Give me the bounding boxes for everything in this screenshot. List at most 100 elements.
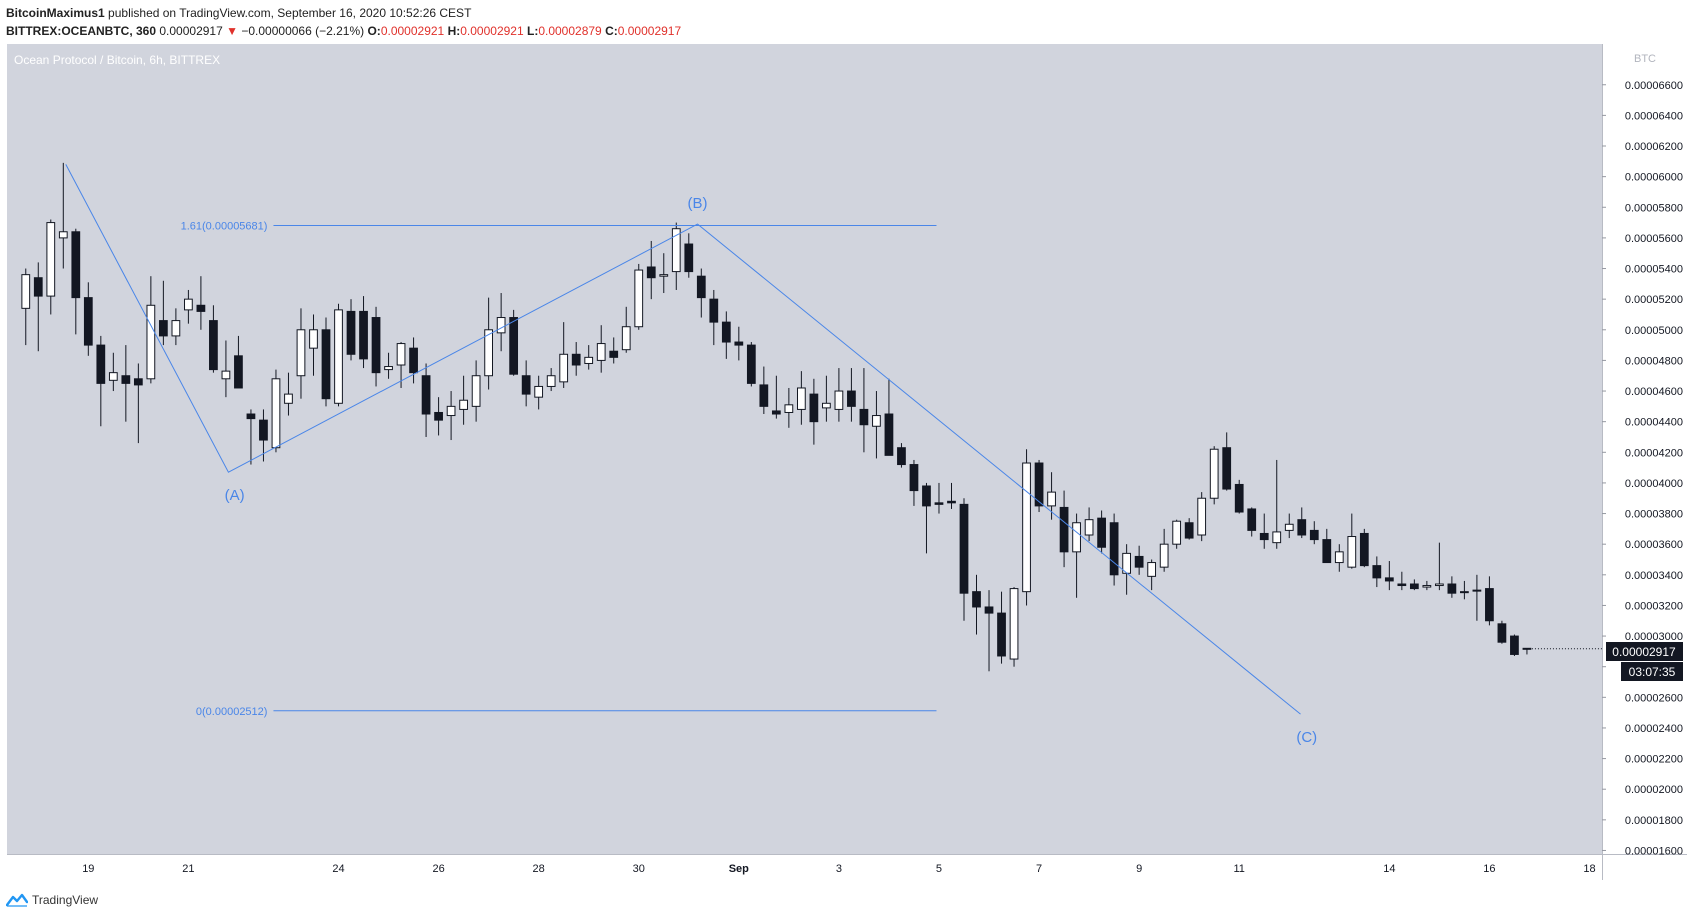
candle-up [21, 274, 31, 309]
candle-up [1022, 462, 1031, 593]
candle-up [309, 329, 318, 349]
last-price: 0.00002917 [159, 24, 223, 38]
publish-header: BitcoinMaximus1 published on TradingView… [6, 6, 471, 20]
open-label: O: [367, 24, 381, 38]
candle-down [922, 485, 931, 507]
symbol-header: BITTREX:OCEANBTC, 360 0.00002917 ▼ −0.00… [6, 24, 681, 38]
candle-down [1247, 508, 1257, 531]
x-tick-label: 3 [836, 863, 842, 875]
candle-up [534, 385, 544, 398]
y-tick-label: 0.00005200 [1625, 294, 1683, 306]
wave-label: (B) [688, 195, 708, 212]
x-tick-label: 5 [936, 863, 942, 875]
candle-up [184, 298, 193, 311]
candle-down [721, 321, 731, 343]
candle-down [1109, 522, 1119, 576]
candle-up [1159, 543, 1169, 568]
candle-down [234, 355, 243, 389]
candle-up [146, 304, 156, 380]
y-tick-label: 0.00002200 [1625, 754, 1683, 766]
candle-up [621, 326, 631, 351]
y-tick-label: 0.00006600 [1625, 80, 1683, 92]
plot-background[interactable] [7, 44, 1602, 854]
candle-down [158, 320, 168, 337]
candle-down [509, 317, 519, 375]
wave-path[interactable] [65, 164, 1301, 715]
candle-up [1347, 536, 1357, 568]
candle-up [1147, 562, 1157, 577]
candle-down [1397, 583, 1407, 587]
y-tick-label: 0.00002400 [1625, 723, 1683, 735]
candle-down [1184, 522, 1194, 539]
axis-unit: BTC [1634, 53, 1656, 65]
countdown-tag [1621, 662, 1683, 681]
candle-down [33, 277, 43, 297]
candle-down [133, 378, 143, 386]
candle-up [1460, 591, 1469, 594]
candle-up [1072, 522, 1081, 553]
candle-down [997, 612, 1006, 657]
chart-title: Ocean Protocol / Bitcoin, 6h, BITTREX [14, 53, 220, 67]
candle-down [734, 341, 744, 346]
candle-up [46, 222, 56, 297]
candle-down [1322, 539, 1332, 564]
candle-down [1034, 462, 1044, 507]
x-tick-label: 14 [1383, 863, 1395, 875]
x-tick-label: 24 [332, 863, 344, 875]
candle-up [1047, 491, 1056, 507]
x-tick-label: 28 [533, 863, 545, 875]
annotations: 1.61(0.00005681) 0(0.00002512) (A) (B) (C) [65, 164, 1602, 746]
high-label: H: [447, 24, 461, 38]
candle-up [271, 378, 281, 449]
candle-down [759, 384, 769, 407]
candle-up [546, 375, 556, 387]
countdown-text: 03:07:35 [1629, 665, 1676, 679]
candle-up [584, 356, 594, 364]
price-change: −0.00000066 (−2.21%) [241, 24, 365, 38]
candle-up [634, 269, 644, 328]
author-name[interactable]: BitcoinMaximus1 [6, 6, 105, 20]
open-value: 0.00002921 [380, 24, 445, 38]
candle-down [196, 304, 206, 312]
price-axis[interactable] [1602, 44, 1687, 854]
candle-down [371, 317, 381, 374]
candle-down [1384, 577, 1394, 582]
candle-down [959, 503, 969, 594]
y-tick-label: 0.00003000 [1625, 631, 1683, 643]
candle-down [1497, 623, 1507, 643]
y-tick-label: 0.00001600 [1625, 845, 1683, 857]
candle-up [58, 231, 68, 239]
x-tick-label: 18 [1583, 863, 1595, 875]
candle-down [684, 243, 694, 273]
candle-down [771, 410, 781, 415]
y-tick-label: 0.00002000 [1625, 784, 1683, 796]
y-tick-label: 0.00002600 [1625, 692, 1683, 704]
candle-down [346, 310, 356, 355]
candle-down [1447, 583, 1457, 594]
wave-label: (C) [1296, 729, 1317, 746]
candle-down [83, 297, 93, 346]
y-tick-label: 0.00006400 [1625, 110, 1683, 122]
candle-up [1209, 448, 1219, 499]
candle-up [459, 399, 468, 410]
candle-up [1334, 551, 1344, 564]
close-value: 0.00002917 [617, 24, 682, 38]
y-tick-label: 0.00006200 [1625, 141, 1683, 153]
candle-down [259, 419, 268, 441]
tradingview-brand[interactable]: TradingView [6, 893, 98, 907]
candle-down [1510, 635, 1519, 655]
y-tick-label: 0.00003400 [1625, 570, 1683, 582]
candle-down [1222, 447, 1232, 490]
candle-down [1409, 583, 1419, 590]
candle-down [96, 344, 106, 384]
y-tick-label: 0.00004400 [1625, 417, 1683, 429]
candle-down [1059, 506, 1069, 553]
low-label: L: [526, 24, 539, 38]
tradingview-logo-icon [6, 893, 28, 907]
candle-down [246, 413, 256, 420]
symbol-name[interactable]: BITTREX:OCEANBTC, 360 [6, 24, 157, 38]
candle-down [934, 502, 944, 505]
candle-up [1472, 589, 1482, 592]
y-tick-label: 0.00004000 [1625, 478, 1683, 490]
